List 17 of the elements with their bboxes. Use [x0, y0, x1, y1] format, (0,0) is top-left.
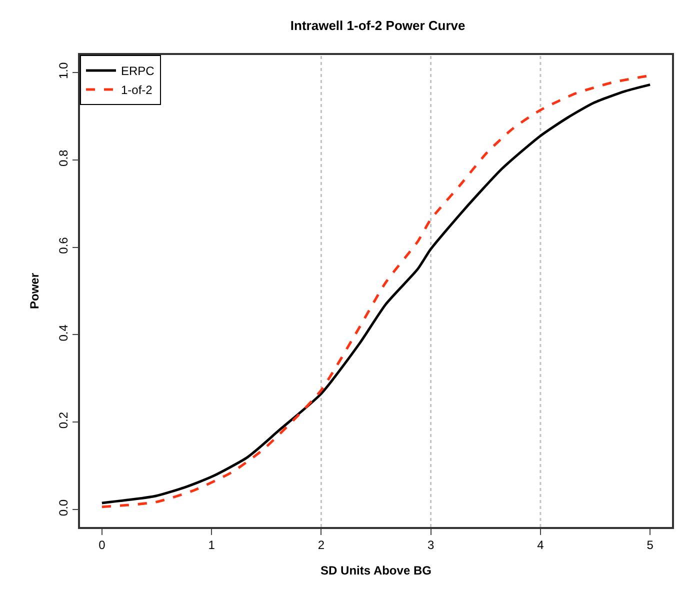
- x-tick-label: 1: [208, 538, 216, 552]
- y-tick-label: 0.8: [56, 149, 70, 166]
- x-tick-label: 4: [537, 538, 544, 552]
- chart-title: Intrawell 1-of-2 Power Curve: [290, 18, 466, 33]
- x-tick-label: 2: [318, 538, 325, 552]
- y-tick-label: 1.0: [56, 62, 70, 80]
- y-tick-label: 0.4: [56, 324, 70, 342]
- x-tick-label: 0: [98, 538, 106, 552]
- x-tick-label: 3: [427, 538, 434, 552]
- x-tick-label: 5: [646, 538, 654, 552]
- y-tick-label: 0.6: [56, 236, 70, 254]
- x-axis-title: SD Units Above BG: [320, 564, 432, 578]
- legend-label: ERPC: [121, 64, 155, 78]
- y-tick-label: 0.2: [56, 412, 70, 429]
- y-axis-title: Power: [27, 272, 42, 310]
- legend-label: 1-of-2: [121, 83, 153, 98]
- y-tick-label: 0.0: [56, 499, 70, 516]
